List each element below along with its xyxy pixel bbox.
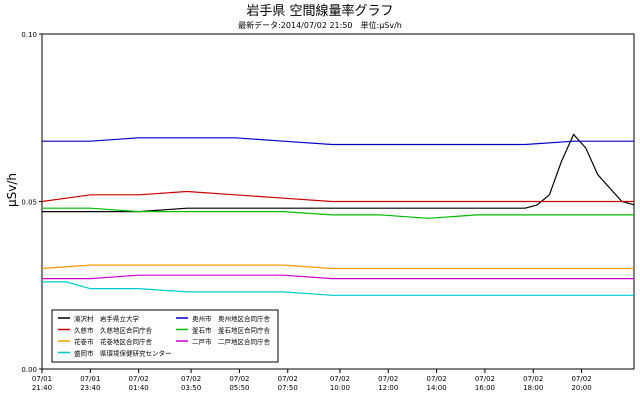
series-line [42, 137, 634, 146]
x-tick-label: 21:40 [32, 384, 52, 392]
x-tick-label: 07/02 [378, 375, 398, 383]
x-tick-label: 07/02 [129, 375, 149, 383]
legend-label: 滝沢村 岩手県立大学 [74, 314, 140, 323]
x-tick-label: 07:50 [278, 384, 298, 392]
y-tick-label: 0.00 [21, 366, 37, 374]
x-tick-label: 07/02 [229, 375, 249, 383]
x-tick-label: 07/02 [426, 375, 446, 383]
series-line [42, 281, 634, 296]
chart-subtitle: 最新データ:2014/07/02 21:50 単位:μSv/h [238, 20, 402, 30]
x-tick-label: 01:40 [129, 384, 149, 392]
series-layer [41, 133, 635, 296]
x-tick-label: 07/02 [330, 375, 350, 383]
y-axis: 0.00 0.05 0.10 [21, 31, 42, 374]
legend-label: 釜石市 釜石地区合同庁舎 [192, 326, 271, 335]
legend-label: 二戸市 二戸地区合同庁舎 [192, 337, 271, 346]
legend-box [51, 309, 279, 363]
legend-label: 久慈市 久慈地区合同庁舎 [74, 326, 153, 335]
x-tick-label: 23:40 [80, 384, 100, 392]
legend-label: 盛岡市 県環境保健研究センター [74, 349, 172, 358]
x-tick-label: 03:50 [181, 384, 201, 392]
x-tick-label: 07/02 [278, 375, 298, 383]
legend-label: 花巻市 花巻地区合同庁舎 [74, 337, 153, 346]
series-line [42, 274, 634, 280]
chart-title: 岩手県 空間線量率グラフ [246, 3, 393, 19]
x-tick-label: 14:00 [426, 384, 446, 392]
x-tick-label: 07/01 [80, 375, 100, 383]
x-tick-label: 18:00 [523, 384, 543, 392]
x-tick-label: 05:50 [229, 384, 249, 392]
y-tick-label: 0.05 [21, 199, 37, 207]
x-tick-label: 07/02 [475, 375, 495, 383]
x-axis: 07/0121:4007/0123:4007/0201:4007/0203:50… [32, 369, 592, 392]
series-line [42, 207, 634, 219]
series-line [41, 264, 634, 270]
x-tick-label: 07/02 [523, 375, 543, 383]
y-axis-label: μSv/h [5, 173, 19, 207]
x-tick-label: 20:00 [571, 384, 591, 392]
x-tick-label: 07/02 [571, 375, 591, 383]
series-line [41, 190, 634, 203]
x-tick-label: 07/02 [181, 375, 201, 383]
legend-label: 奥州市 奥州地区合同庁舎 [192, 314, 271, 323]
x-tick-label: 12:00 [378, 384, 398, 392]
x-tick-label: 16:00 [475, 384, 495, 392]
x-tick-label: 10:00 [330, 384, 350, 392]
y-tick-label: 0.10 [21, 31, 37, 39]
x-tick-label: 07/01 [32, 375, 52, 383]
